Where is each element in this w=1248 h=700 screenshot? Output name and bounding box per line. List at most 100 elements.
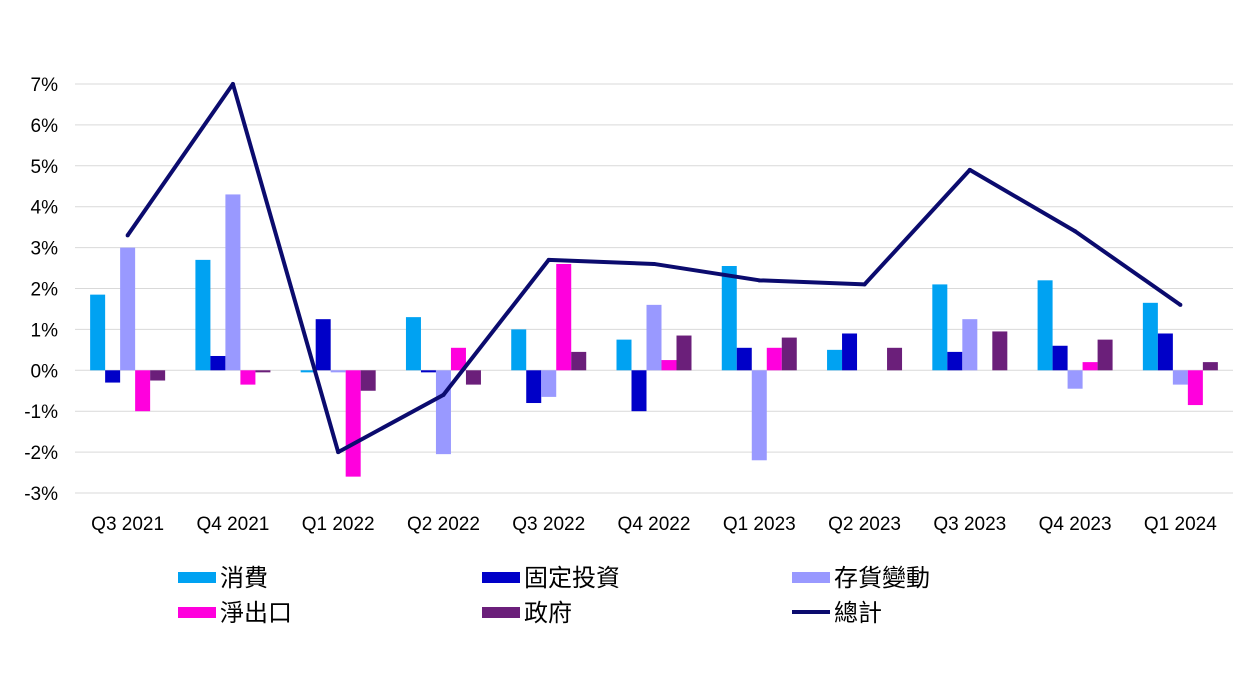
legend-item: 淨出口: [178, 599, 292, 627]
bar: [360, 370, 376, 391]
legend-label: 政府: [524, 599, 572, 627]
legend-swatch: [482, 572, 520, 583]
legend-swatch: [482, 607, 520, 618]
legend-swatch: [178, 607, 216, 618]
bar: [210, 355, 226, 371]
y-tick-label: -3%: [24, 484, 58, 505]
bar: [105, 370, 121, 383]
bar: [465, 370, 481, 385]
bar: [887, 347, 903, 371]
bar: [450, 347, 466, 371]
bar: [1142, 302, 1158, 371]
line-point: [757, 278, 762, 283]
bar: [225, 194, 241, 371]
bar: [300, 370, 316, 373]
bar: [932, 284, 948, 371]
bar: [676, 335, 692, 371]
total-line-layer: [125, 82, 1183, 455]
x-tick-label: Q1 2023: [723, 514, 796, 535]
bar: [616, 339, 632, 371]
y-axis: 7% 6% 5% 4% 3% 2% 1% 0% -1% -2% -3%: [24, 75, 58, 505]
legend-label: 總計: [834, 599, 882, 627]
bar: [736, 347, 752, 371]
y-tick-label: 1%: [31, 320, 59, 341]
legend-item: 政府: [482, 599, 572, 627]
y-tick-label: 4%: [31, 198, 59, 219]
bar: [315, 319, 331, 371]
bar: [827, 349, 843, 371]
legend-label: 固定投資: [524, 564, 620, 592]
bar: [1202, 362, 1218, 371]
y-tick-label: -2%: [24, 443, 58, 464]
bar: [571, 351, 587, 371]
bar: [120, 247, 136, 371]
bar: [330, 370, 346, 373]
y-tick-label: 7%: [31, 75, 59, 96]
bar: [240, 370, 256, 385]
bar: [781, 337, 797, 371]
legend-label: 消費: [220, 564, 268, 592]
line-point: [336, 450, 341, 455]
bar: [90, 294, 106, 371]
x-tick-label: Q1 2024: [1144, 514, 1217, 535]
bar: [751, 370, 767, 461]
legend-swatch: [792, 572, 830, 583]
bar: [721, 266, 737, 371]
x-axis: Q3 2021 Q4 2021 Q1 2022 Q2 2022 Q3 2022 Q4 20…: [91, 514, 1217, 535]
line-point: [1073, 229, 1078, 234]
bar: [135, 370, 151, 412]
y-tick-label: 3%: [31, 239, 59, 260]
bar: [646, 304, 662, 371]
legend-item: 存貨變動: [792, 564, 930, 592]
bar: [1172, 370, 1188, 385]
y-tick-label: 5%: [31, 157, 59, 178]
legend-label: 存貨變動: [834, 564, 930, 592]
bars: [90, 194, 1218, 477]
bar: [255, 370, 271, 373]
line-point: [652, 261, 656, 266]
bar: [1067, 370, 1083, 389]
bar: [947, 351, 963, 371]
line-point: [1178, 302, 1183, 307]
bar: [195, 259, 211, 371]
bar: [345, 370, 361, 477]
line-point: [862, 282, 867, 287]
total-line: [125, 82, 1182, 455]
bar: [962, 319, 978, 371]
line-point: [967, 167, 972, 172]
bar: [511, 329, 527, 371]
bar: [1082, 362, 1098, 371]
line-point: [441, 392, 446, 397]
bar: [661, 360, 677, 371]
line-point: [546, 257, 551, 262]
bar: [631, 370, 647, 412]
bar: [420, 370, 436, 373]
y-tick-label: 0%: [31, 361, 59, 382]
legend-label: 淨出口: [220, 599, 292, 627]
bar: [842, 333, 858, 371]
bar: [992, 331, 1008, 371]
bar: [526, 370, 542, 404]
bar: [1157, 333, 1173, 371]
bar: [1097, 339, 1113, 371]
x-tick-label: Q2 2023: [828, 514, 901, 535]
legend-swatch: [178, 572, 216, 583]
legend-item: 總計: [792, 599, 882, 627]
x-tick-label: Q4 2023: [1039, 514, 1112, 535]
bar: [405, 317, 421, 371]
y-tick-label: -1%: [24, 402, 58, 423]
x-tick-label: Q3 2023: [933, 514, 1006, 535]
line-point: [125, 233, 130, 238]
x-tick-label: Q3 2021: [91, 514, 164, 535]
legend-item: 消費: [178, 564, 268, 592]
bar: [556, 263, 572, 371]
bar: [1037, 280, 1053, 371]
gridlines: [75, 83, 1233, 494]
x-tick-label: Q2 2022: [407, 514, 480, 535]
y-tick-label: 6%: [31, 116, 59, 137]
x-tick-label: Q3 2022: [512, 514, 585, 535]
bar: [541, 370, 557, 397]
